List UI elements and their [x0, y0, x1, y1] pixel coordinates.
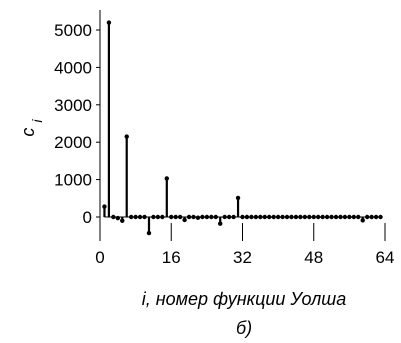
y-tick-label-2000: 2000 [54, 133, 92, 152]
x-tick-label-0: 0 [95, 248, 104, 267]
stem-marker-22 [195, 215, 201, 220]
vertical-grid [170, 223, 386, 237]
y-tick-label-3000: 3000 [54, 96, 92, 115]
x-tick-label-48: 48 [304, 248, 323, 267]
stem-marker-1 [102, 204, 107, 209]
stem-series [102, 20, 383, 236]
stem-marker-5 [120, 218, 125, 223]
axes [99, 10, 386, 237]
y-axis-title: c i [18, 119, 45, 137]
x-tick-label-64: 64 [376, 248, 395, 267]
stem-marker-27 [218, 221, 223, 226]
x-axis-title: i, номер функции Уолша [142, 289, 346, 309]
stem-marker-15 [164, 176, 169, 181]
y-tick-label-5000: 5000 [54, 21, 92, 40]
stem-marker-59 [360, 218, 365, 223]
y-tick-label-4000: 4000 [54, 58, 92, 77]
stem-marker-11 [146, 230, 152, 236]
figure-caption: б) [236, 318, 252, 338]
stem-marker-31 [235, 195, 241, 201]
y-ticks: 0 1000 2000 3000 4000 5000 [54, 21, 100, 227]
x-ticks: 0 16 32 48 64 [95, 237, 394, 267]
x-tick-label-32: 32 [233, 248, 252, 267]
stem-marker-19 [182, 217, 187, 223]
y-axis-title-subscript: i [29, 119, 45, 123]
y-tick-label-0: 0 [83, 208, 92, 227]
stem-marker-6 [124, 134, 129, 139]
y-tick-label-1000: 1000 [54, 171, 92, 190]
x-tick-label-16: 16 [162, 248, 181, 267]
y-axis-title-main: c [18, 128, 38, 137]
stem-marker-2 [106, 20, 112, 25]
